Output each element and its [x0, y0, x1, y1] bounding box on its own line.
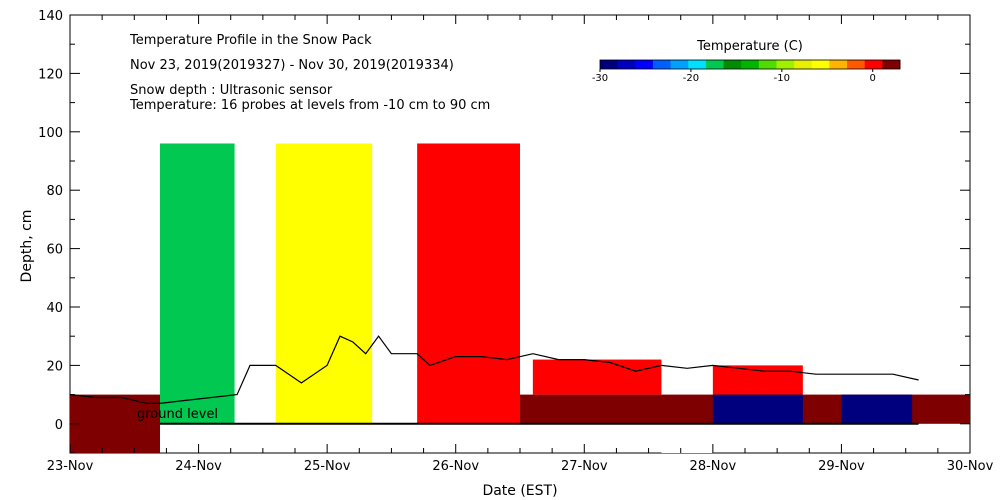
temperature-block-8 [712, 394, 803, 424]
temperature-block-5 [532, 359, 662, 395]
temperature-colorbar: Temperature (C) -30 -20 -10 0 [592, 39, 901, 84]
x-tick-label: 27-Nov [561, 459, 608, 474]
colorbar-frame [599, 59, 901, 70]
colorbar-tick-label: -20 [683, 73, 699, 84]
y-tick-label: 140 [38, 9, 63, 24]
temperature-block-1 [160, 143, 235, 424]
x-tick-label: 30-Nov [947, 459, 994, 474]
x-tick-label: 23-Nov [47, 459, 94, 474]
x-tick-label: 29-Nov [818, 459, 865, 474]
temperature-block-2 [275, 143, 373, 424]
colorbar-swatch [811, 60, 830, 69]
y-tick-label: 80 [46, 184, 63, 199]
x-axis-label: Date (EST) [482, 483, 557, 499]
y-tick-label: 60 [46, 243, 63, 258]
colorbar-swatch [635, 60, 654, 69]
temperature-block-7 [712, 365, 803, 395]
colorbar-swatch [864, 60, 883, 69]
colorbar-swatch [705, 60, 724, 69]
y-tick-label: 120 [38, 67, 63, 82]
colorbar-tick-label: 0 [870, 73, 876, 84]
colorbar-tick-label: -10 [774, 73, 790, 84]
x-tick-label: 25-Nov [304, 459, 351, 474]
y-tick-label: 40 [46, 301, 63, 316]
colorbar-swatch [882, 60, 901, 69]
colorbar-swatch [776, 60, 795, 69]
colorbar-swatch [758, 60, 777, 69]
colorbar-swatch [723, 60, 742, 69]
ground-level-label: ground level [137, 407, 218, 422]
colorbar-swatch [617, 60, 636, 69]
y-axis-label: Depth, cm [19, 210, 35, 283]
colorbar-swatch [688, 60, 707, 69]
chart-subtitle: Nov 23, 2019(2019327) - Nov 30, 2019(201… [130, 58, 454, 73]
y-tick-label: 20 [46, 359, 63, 374]
colorbar-swatch [847, 60, 866, 69]
x-tick-label: 26-Nov [432, 459, 479, 474]
colorbar-swatch [829, 60, 848, 69]
temperature-block-6 [661, 423, 713, 453]
y-tick-label: 0 [55, 418, 63, 433]
chart-title: Temperature Profile in the Snow Pack [129, 33, 372, 48]
colorbar-swatch [741, 60, 760, 69]
colorbar-swatch [794, 60, 813, 69]
x-tick-label: 28-Nov [690, 459, 737, 474]
temperature-block-0 [70, 394, 160, 453]
x-axis-ticks: 23-Nov 24-Nov 25-Nov 26-Nov 27-Nov 28-Nov 29-N… [47, 15, 994, 474]
snow-depth-line [69, 335, 919, 404]
note-temperature: Temperature: 16 probes at levels from -1… [129, 98, 490, 113]
temperature-blocks [70, 143, 970, 453]
temperature-block-3 [417, 143, 520, 424]
colorbar-swatch [670, 60, 689, 69]
colorbar-swatch [652, 60, 671, 69]
colorbar-title: Temperature (C) [696, 39, 803, 54]
y-axis-ticks: 0 20 40 60 80 100 120 140 [38, 9, 970, 454]
note-snow-depth: Snow depth : Ultrasonic sensor [130, 83, 333, 98]
colorbar-swatch [600, 60, 619, 69]
y-tick-label: 100 [38, 126, 63, 141]
temperature-block-9 [841, 394, 913, 424]
colorbar-tick-label: -30 [592, 73, 608, 84]
x-tick-label: 24-Nov [175, 459, 222, 474]
